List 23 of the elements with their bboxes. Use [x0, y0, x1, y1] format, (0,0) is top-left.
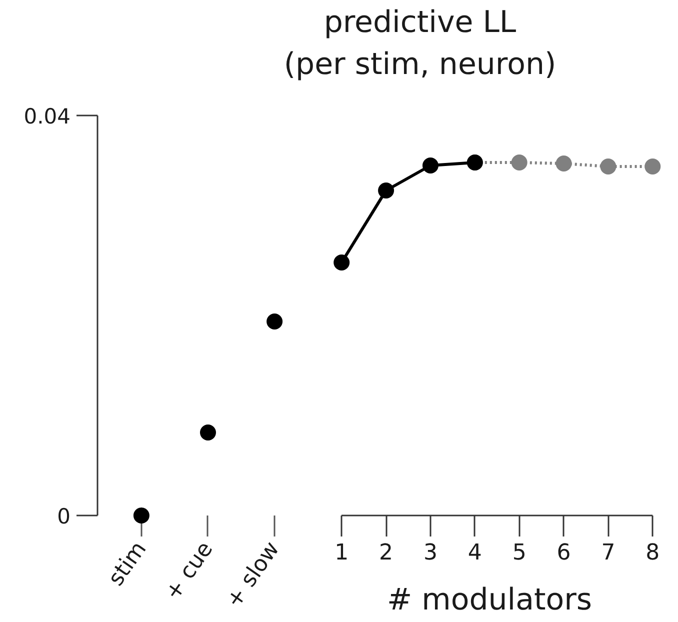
- point: [200, 424, 216, 440]
- x-tick-label: + cue: [160, 537, 218, 605]
- x-tick-label: 1: [334, 540, 349, 566]
- y-tick-label: 0: [57, 504, 71, 528]
- point: [422, 158, 438, 174]
- point: [133, 508, 150, 524]
- chart-title: predictive LL (per stim, neuron): [284, 4, 556, 84]
- point: [600, 158, 616, 174]
- x-tick-label: 6: [556, 540, 571, 566]
- point: [378, 182, 394, 198]
- x-tick-label: 8: [646, 540, 660, 566]
- x-tick-label: 5: [512, 540, 526, 566]
- point: [334, 254, 350, 270]
- point: [266, 314, 283, 330]
- x-tick-label: 4: [468, 540, 482, 566]
- x-axis-title: # modulators: [386, 582, 592, 618]
- y-tick-label: 0.04: [24, 104, 71, 128]
- x-tick-label: 3: [423, 540, 438, 566]
- x-tick-label: 7: [601, 540, 616, 566]
- x-tick-label: 2: [379, 540, 394, 566]
- point: [644, 158, 661, 174]
- point: [511, 154, 528, 170]
- point: [556, 156, 572, 172]
